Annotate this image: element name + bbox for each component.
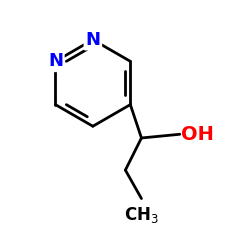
Text: N: N (85, 31, 100, 49)
Text: OH: OH (181, 125, 214, 144)
Text: N: N (48, 52, 63, 70)
Text: CH$_3$: CH$_3$ (124, 206, 159, 226)
